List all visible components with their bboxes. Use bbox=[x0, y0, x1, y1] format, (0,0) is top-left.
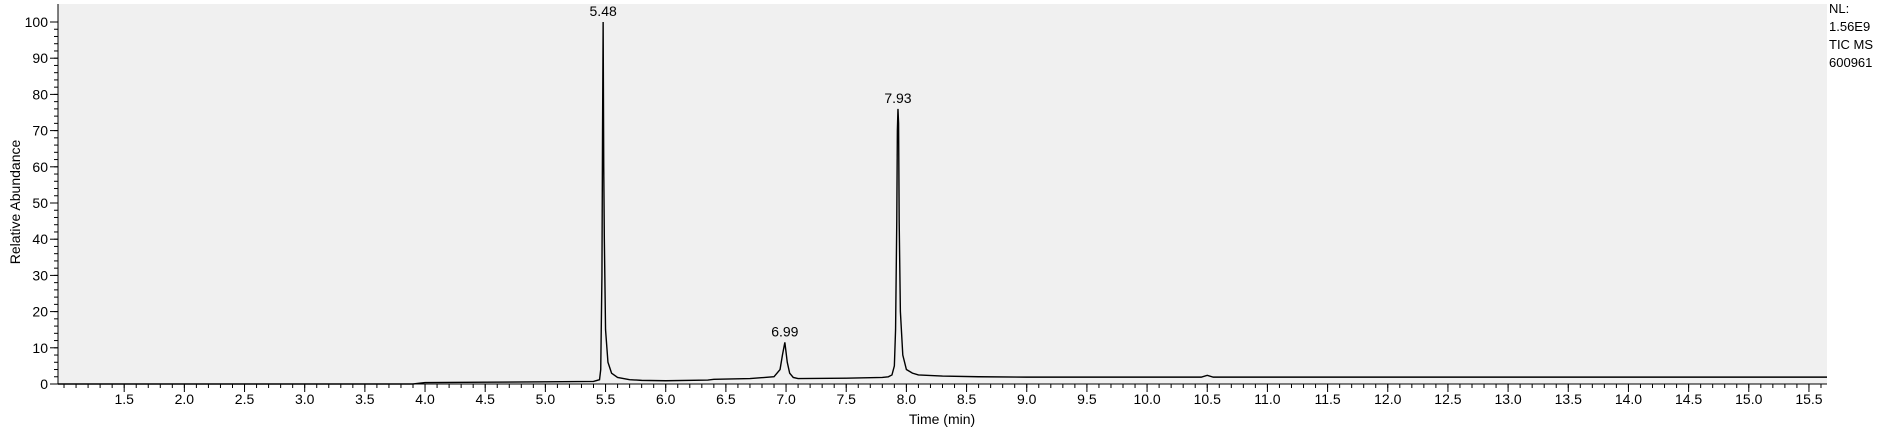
plot-area bbox=[58, 4, 1827, 384]
x-tick-label: 15.0 bbox=[1735, 391, 1762, 407]
y-tick-label: 30 bbox=[32, 267, 48, 283]
nl-label: NL: bbox=[1829, 1, 1850, 16]
x-tick-label: 6.5 bbox=[716, 391, 736, 407]
file-label: 600961 bbox=[1829, 55, 1873, 70]
x-tick-label: 1.5 bbox=[114, 391, 134, 407]
x-tick-label: 10.5 bbox=[1194, 391, 1221, 407]
x-tick-label: 8.5 bbox=[957, 391, 977, 407]
x-axis-title: Time (min) bbox=[909, 411, 975, 427]
peak-label: 6.99 bbox=[771, 323, 798, 339]
x-tick-label: 11.0 bbox=[1254, 391, 1280, 407]
y-tick-label: 10 bbox=[32, 340, 48, 356]
tic-trace-line bbox=[58, 21, 1827, 385]
y-tick-label: 40 bbox=[32, 231, 48, 247]
x-tick-label: 3.0 bbox=[295, 391, 315, 407]
x-tick-label: 10.0 bbox=[1133, 391, 1160, 407]
x-tick-label: 2.0 bbox=[175, 391, 195, 407]
y-tick-label: 70 bbox=[32, 123, 48, 139]
x-tick-label: 12.0 bbox=[1374, 391, 1401, 407]
y-tick-label: 60 bbox=[32, 159, 48, 175]
x-tick-label: 5.0 bbox=[536, 391, 556, 407]
x-tick-label: 12.5 bbox=[1434, 391, 1461, 407]
x-tick-label: 6.0 bbox=[656, 391, 676, 407]
y-tick-label: 90 bbox=[32, 50, 48, 66]
y-tick-label: 100 bbox=[25, 14, 49, 30]
x-tick-label: 14.0 bbox=[1615, 391, 1642, 407]
x-tick-label: 5.5 bbox=[596, 391, 616, 407]
x-tick-label: 15.5 bbox=[1795, 391, 1822, 407]
x-tick-label: 7.5 bbox=[836, 391, 856, 407]
x-tick-label: 13.0 bbox=[1494, 391, 1521, 407]
y-tick-label: 50 bbox=[32, 195, 48, 211]
y-tick-label: 80 bbox=[32, 86, 48, 102]
x-tick-label: 4.5 bbox=[475, 391, 495, 407]
y-tick-label: 0 bbox=[40, 376, 48, 392]
x-tick-label: 9.5 bbox=[1077, 391, 1097, 407]
trace-type-label: TIC MS bbox=[1829, 37, 1874, 52]
x-tick-label: 7.0 bbox=[776, 391, 796, 407]
peak-labels: 5.48 6.99 7.93 bbox=[590, 3, 912, 339]
x-tick-label: 13.5 bbox=[1555, 391, 1582, 407]
y-axis-title: Relative Abundance bbox=[7, 140, 23, 265]
x-tick-label: 4.0 bbox=[415, 391, 435, 407]
peak-label: 7.93 bbox=[884, 90, 911, 106]
y-tick-label: 20 bbox=[32, 304, 48, 320]
x-tick-label: 9.0 bbox=[1017, 391, 1037, 407]
axis-ticks bbox=[50, 21, 1822, 392]
x-tick-label: 14.5 bbox=[1675, 391, 1702, 407]
x-tick-label: 11.5 bbox=[1314, 391, 1340, 407]
x-tick-label: 2.5 bbox=[235, 391, 255, 407]
tick-labels: 1.5 2.0 2.5 3.0 3.5 4.0 4.5 5.0 5.5 6.0 6.5 7.0 7.5 8… bbox=[25, 14, 1823, 407]
x-tick-label: 3.5 bbox=[355, 391, 375, 407]
peak-label: 5.48 bbox=[590, 3, 617, 19]
x-tick-label: 8.0 bbox=[897, 391, 917, 407]
nl-value: 1.56E9 bbox=[1829, 19, 1871, 34]
